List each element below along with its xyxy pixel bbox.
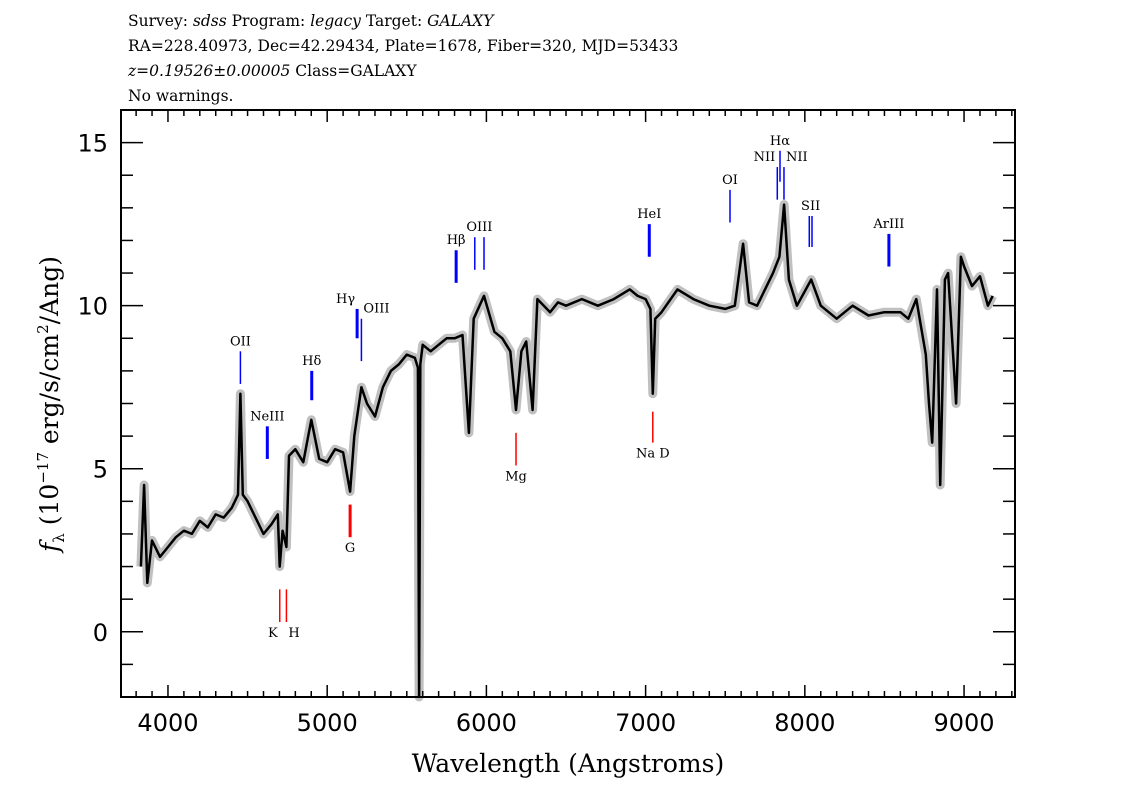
line-label: Hγ bbox=[336, 292, 355, 307]
emission-line-marker: Hβ bbox=[447, 233, 466, 283]
absorption-line-marker: Na D bbox=[636, 411, 670, 462]
line-label: Hδ bbox=[302, 354, 321, 369]
emission-line-marker: NeIII bbox=[250, 409, 285, 459]
plot-frame bbox=[120, 109, 1016, 698]
x-tick-label: 4000 bbox=[137, 709, 198, 737]
x-axis-title: Wavelength (Angstroms) bbox=[412, 749, 724, 778]
line-label: SII bbox=[801, 199, 820, 214]
x-tick-label: 6000 bbox=[456, 709, 517, 737]
header-warnings-line: No warnings. bbox=[128, 87, 234, 105]
line-label: NII bbox=[786, 150, 808, 165]
emission-line-marker: NII bbox=[783, 150, 808, 200]
line-label: OII bbox=[230, 334, 251, 349]
emission-line-marker: SII bbox=[801, 199, 820, 247]
header-survey-line: Survey: sdss Program: legacy Target: GAL… bbox=[128, 12, 493, 30]
y-tick-label: 5 bbox=[93, 456, 108, 484]
emission-line-marker: Hα bbox=[770, 134, 790, 182]
emission-line-marker: HeI bbox=[637, 207, 661, 257]
emission-line-marker: Hγ bbox=[336, 292, 359, 339]
x-tick-label: 7000 bbox=[615, 709, 676, 737]
x-tick-label: 8000 bbox=[774, 709, 835, 737]
line-label: OIII bbox=[363, 302, 389, 317]
survey-key: Survey: bbox=[128, 12, 193, 30]
emission-line-marker: OIII bbox=[360, 302, 389, 362]
y-tick-label: 15 bbox=[77, 130, 108, 158]
y-axis-title: fλ (10−17 erg/s/cm2/Ang) bbox=[34, 256, 68, 554]
emission-line-marker: ArIII bbox=[872, 217, 904, 267]
redshift-value: z=0.19526±0.00005 bbox=[128, 62, 291, 80]
line-label: NII bbox=[754, 150, 776, 165]
emission-line-marker: OI bbox=[722, 173, 738, 223]
header-coordinates-line: RA=228.40973, Dec=42.29434, Plate=1678, … bbox=[128, 37, 679, 55]
survey-value: sdss bbox=[192, 12, 227, 30]
absorption-line-marker: G bbox=[345, 504, 355, 556]
flux-line bbox=[139, 203, 994, 699]
y-tick-label: 0 bbox=[93, 619, 108, 647]
absorption-line-marker: H bbox=[285, 589, 300, 641]
emission-line-marker: NII bbox=[754, 150, 779, 200]
target-value: GALAXY bbox=[427, 12, 494, 30]
x-tick-label: 9000 bbox=[934, 709, 995, 737]
target-key: Target: bbox=[360, 12, 428, 30]
line-label: OIII bbox=[466, 220, 492, 235]
line-label: ArIII bbox=[872, 217, 904, 232]
program-value: legacy bbox=[310, 12, 361, 30]
line-label: OI bbox=[722, 173, 738, 188]
x-tick-label: 5000 bbox=[297, 709, 358, 737]
line-label: Na D bbox=[636, 447, 670, 462]
line-label: H bbox=[288, 626, 299, 641]
line-label: Mg bbox=[505, 469, 527, 484]
program-key: Program: bbox=[226, 12, 311, 30]
line-label: G bbox=[345, 541, 355, 556]
emission-line-marker: OII bbox=[230, 334, 251, 384]
line-label: Hβ bbox=[447, 233, 466, 248]
emission-line-marker: Hδ bbox=[302, 354, 321, 401]
absorption-line-marker: Mg bbox=[505, 432, 527, 484]
line-label: Hα bbox=[770, 134, 790, 149]
line-label: HeI bbox=[637, 207, 661, 222]
class-value: Class=GALAXY bbox=[290, 62, 417, 80]
absorption-line-marker: K bbox=[268, 589, 281, 641]
emission-line-marker: OIII bbox=[466, 220, 492, 270]
header-redshift-line: z=0.19526±0.00005 Class=GALAXY bbox=[128, 62, 417, 80]
line-label: K bbox=[268, 626, 278, 641]
line-label: NeIII bbox=[250, 409, 284, 424]
y-tick-label: 10 bbox=[77, 293, 108, 321]
